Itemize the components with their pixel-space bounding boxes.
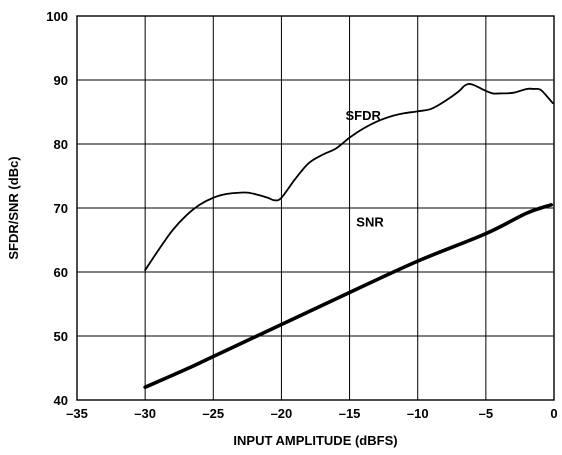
- y-tick-label: 70: [54, 201, 68, 216]
- x-tick-label: –5: [479, 406, 493, 421]
- x-tick-label: –20: [271, 406, 293, 421]
- series-annotations: SFDR SNR: [346, 108, 385, 229]
- snr-label: SNR: [356, 214, 384, 229]
- x-tick-label: 0: [550, 406, 557, 421]
- y-tick-label: 50: [54, 329, 68, 344]
- sfdr-line: [144, 83, 554, 271]
- y-axis-title: SFDR/SNR (dBc): [6, 156, 21, 259]
- x-tick-label: –35: [66, 406, 88, 421]
- grid-lines: [77, 16, 554, 400]
- y-tick-label: 40: [54, 393, 68, 408]
- tick-labels: –35 –30 –25 –20 –15 –10 –5 0 40 50 60 70 80 90 100: [46, 9, 557, 421]
- y-tick-label: 100: [46, 9, 68, 24]
- snr-line: [143, 203, 554, 389]
- y-tick-label: 60: [54, 265, 68, 280]
- x-tick-label: –25: [202, 406, 224, 421]
- sfdr-label: SFDR: [346, 108, 382, 123]
- y-tick-label: 90: [54, 73, 68, 88]
- x-axis-title: INPUT AMPLITUDE (dBFS): [233, 433, 397, 448]
- plot-frame: [76, 15, 555, 401]
- x-tick-label: –10: [407, 406, 429, 421]
- x-tick-label: –15: [339, 406, 361, 421]
- y-tick-label: 80: [54, 137, 68, 152]
- series-lines: [143, 83, 554, 389]
- x-tick-label: –30: [134, 406, 156, 421]
